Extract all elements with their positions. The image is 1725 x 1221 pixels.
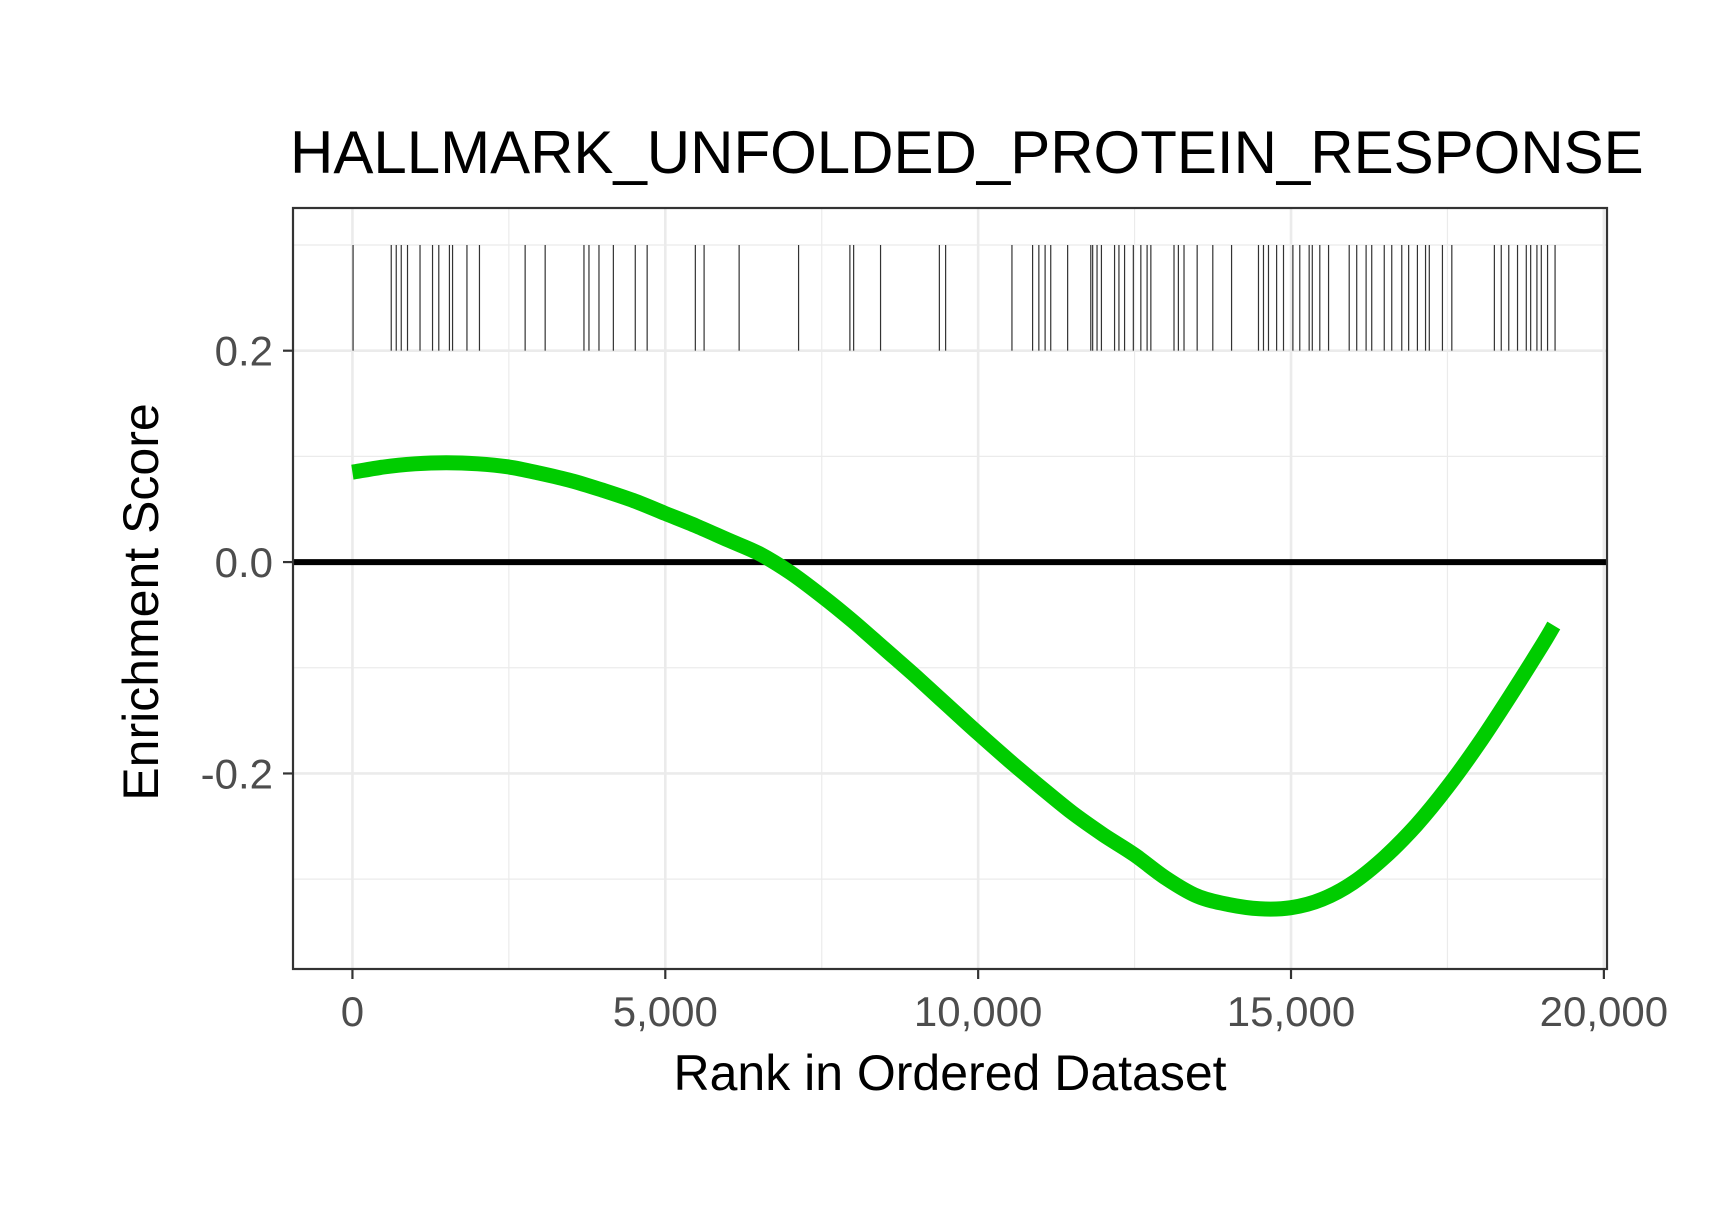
y-tick-label: -0.2 bbox=[201, 750, 273, 797]
enrichment-score-curve bbox=[351, 455, 1561, 917]
y-axis-title: Enrichment Score bbox=[113, 403, 169, 800]
y-tick-label: 0.2 bbox=[215, 328, 273, 375]
x-axis-title: Rank in Ordered Dataset bbox=[673, 1045, 1226, 1101]
panel-border bbox=[291, 206, 1609, 971]
x-tick-label: 0 bbox=[341, 988, 364, 1035]
x-tick-label: 10,000 bbox=[914, 988, 1042, 1035]
y-tick-label: 0.0 bbox=[215, 539, 273, 586]
chart-title: HALLMARK_UNFOLDED_PROTEIN_RESPONSE bbox=[290, 119, 1644, 186]
x-tick-label: 20,000 bbox=[1540, 988, 1668, 1035]
x-tick-label: 5,000 bbox=[613, 988, 718, 1035]
x-tick-label: 15,000 bbox=[1227, 988, 1355, 1035]
gene-hit-marks bbox=[352, 244, 1556, 351]
y-axis: 0.2 0.0 -0.2 bbox=[201, 328, 293, 797]
x-axis: 0 5,000 10,000 15,000 20,000 bbox=[341, 969, 1668, 1035]
